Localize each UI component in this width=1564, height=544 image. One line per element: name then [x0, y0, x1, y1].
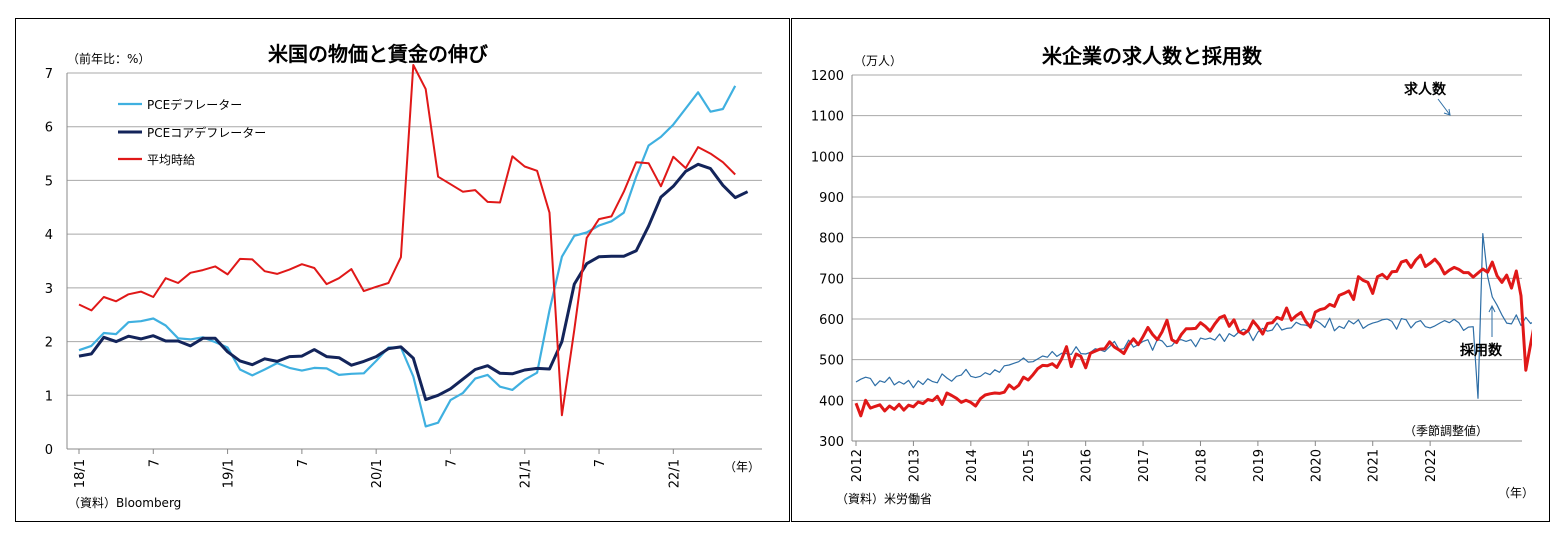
right-gridlines — [852, 74, 1522, 401]
right-seasonal-note: （季節調整値） — [1404, 423, 1488, 438]
left-y-tick-label: 4 — [45, 228, 53, 243]
right-x-tick-label: 2018 — [1194, 449, 1209, 482]
left-y-axis-label: （前年比：%） — [67, 51, 150, 66]
left-source-note: （資料）Bloomberg — [68, 496, 181, 510]
left-x-tick-labels: 18/1 7 19/1 7 20/1 7 21/1 7 22/1 — [73, 449, 682, 488]
left-chart-title: 米国の物価と賃金の伸び — [268, 42, 489, 66]
legend-label-pce: PCEデフレーター — [147, 97, 242, 112]
left-y-tick-label: 3 — [45, 282, 53, 297]
right-y-tick-label: 1000 — [811, 150, 844, 165]
line-hires — [855, 233, 1532, 399]
left-series-lines — [78, 64, 749, 428]
right-y-tick-label: 300 — [819, 435, 844, 450]
right-x-tick-labels: 2012 2013 2014 2015 2016 2017 2018 2019 2020 2021… — [850, 441, 1439, 482]
left-x-tick-label: 7 — [593, 459, 608, 467]
right-x-axis-unit: （年） — [1498, 486, 1534, 500]
annotation-openings-arrow — [1437, 98, 1451, 116]
left-x-tick-label: 7 — [444, 459, 459, 467]
left-chart-panel: 0 1 2 3 4 5 6 7 18/1 7 19/1 7 20/1 7 21/1 7 22/1 米国の物価と… — [15, 18, 790, 522]
right-series-lines — [854, 233, 1532, 418]
legend-label-core-pce: PCEコアデフレーター — [147, 125, 266, 140]
right-chart-panel: 300 400 500 600 700 800 900 1000 1100 1200 2012 20… — [791, 18, 1550, 522]
left-x-tick-label: 18/1 — [73, 459, 88, 488]
annotation-openings-arrowhead — [1443, 108, 1451, 116]
right-x-tick-label: 2016 — [1080, 449, 1095, 482]
annotation-hires-arrowhead — [1488, 304, 1496, 313]
right-y-tick-label: 400 — [819, 394, 844, 409]
left-x-tick-label: 22/1 — [667, 459, 682, 488]
left-y-tick-label: 7 — [45, 67, 53, 82]
right-x-tick-label: 2015 — [1022, 449, 1037, 482]
left-y-tick-labels: 0 1 2 3 4 5 6 7 — [45, 67, 53, 458]
line-core-pce-deflator — [78, 162, 749, 402]
left-y-tick-label: 5 — [45, 174, 53, 189]
right-y-tick-label: 600 — [819, 313, 844, 328]
right-x-tick-label: 2013 — [907, 449, 922, 482]
right-y-tick-label: 700 — [819, 272, 844, 287]
right-x-tick-label: 2020 — [1309, 449, 1324, 482]
line-average-hourly-earnings — [78, 64, 736, 417]
right-source-note: （資料）米労働省 — [836, 492, 932, 506]
right-y-tick-label: 800 — [819, 232, 844, 247]
left-y-tick-label: 0 — [45, 443, 53, 458]
left-y-tick-label: 1 — [45, 389, 53, 404]
right-y-tick-label: 1100 — [811, 110, 844, 125]
left-legend: PCEデフレーター PCEコアデフレーター 平均時給 — [118, 97, 266, 167]
right-x-tick-label: 2017 — [1137, 449, 1152, 482]
left-x-tick-label: 7 — [147, 459, 162, 467]
line-job-openings — [854, 253, 1532, 418]
left-gridlines — [67, 72, 762, 396]
right-x-tick-label: 2012 — [850, 449, 865, 482]
left-x-tick-label: 19/1 — [222, 459, 237, 488]
right-chart-title: 米企業の求人数と採用数 — [1042, 44, 1263, 68]
right-x-tick-label: 2019 — [1252, 449, 1267, 482]
right-y-tick-label: 500 — [819, 354, 844, 369]
left-y-tick-label: 6 — [45, 121, 53, 136]
left-y-tick-label: 2 — [45, 336, 53, 351]
right-x-tick-label: 2021 — [1367, 449, 1382, 482]
annotation-openings: 求人数 — [1404, 81, 1447, 98]
right-y-tick-label: 1200 — [811, 69, 844, 84]
left-x-axis-unit: （年） — [724, 460, 760, 474]
right-y-axis-label: （万人） — [854, 54, 902, 68]
right-x-tick-label: 2022 — [1424, 449, 1439, 482]
right-x-tick-label: 2014 — [965, 449, 980, 482]
left-x-tick-label: 21/1 — [519, 459, 534, 488]
right-y-tick-label: 900 — [819, 191, 844, 206]
right-y-tick-labels: 300 400 500 600 700 800 900 1000 1100 1200 — [811, 69, 844, 450]
legend-label-wages: 平均時給 — [147, 153, 195, 167]
left-x-tick-label: 20/1 — [370, 459, 385, 488]
line-pce-deflator — [78, 85, 737, 428]
annotation-hires: 採用数 — [1460, 342, 1503, 359]
left-x-tick-label: 7 — [296, 459, 311, 467]
left-chart-svg: 0 1 2 3 4 5 6 7 18/1 7 19/1 7 20/1 7 21/1 7 22/1 米国の物価と… — [45, 42, 762, 510]
